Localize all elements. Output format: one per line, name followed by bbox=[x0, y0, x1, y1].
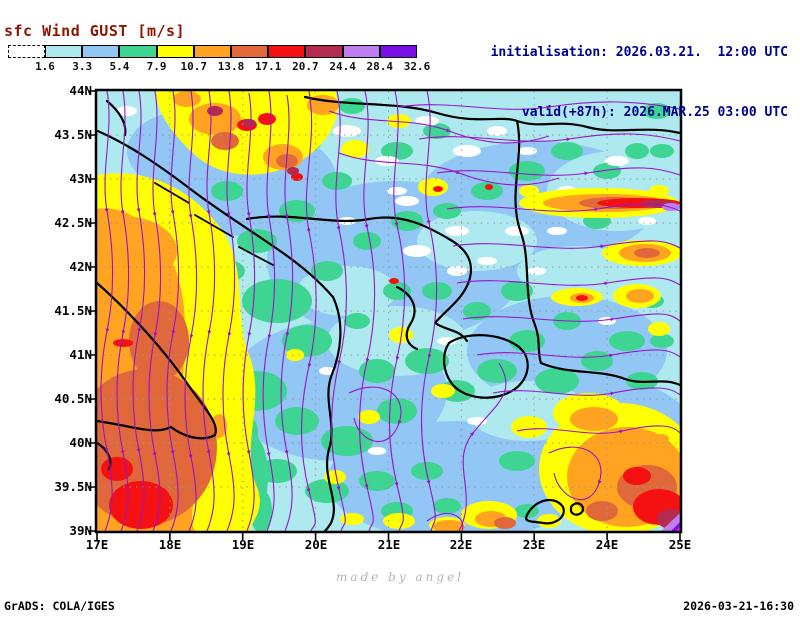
lon-label: 21E bbox=[377, 537, 401, 552]
lon-label: 23E bbox=[522, 537, 546, 552]
lat-label: 41.5N bbox=[54, 303, 92, 318]
valid-time-line: valid(+87h): 2026.MAR.25 03:00 UTC bbox=[521, 105, 788, 120]
legend-tick: 20.7 bbox=[292, 60, 319, 73]
lon-label: 18E bbox=[158, 537, 182, 552]
legend-tick: 3.3 bbox=[72, 60, 93, 73]
lat-label: 41N bbox=[69, 347, 92, 362]
lon-label: 20E bbox=[304, 537, 328, 552]
legend-tick: 32.6 bbox=[403, 60, 431, 73]
legend-tick: 17.1 bbox=[254, 60, 282, 73]
lon-label: 19E bbox=[231, 537, 255, 552]
legend-tick: 28.4 bbox=[366, 60, 394, 73]
legend-tick: 7.9 bbox=[146, 60, 167, 73]
legend-tick: 1.6 bbox=[35, 60, 55, 73]
legend-swatch bbox=[268, 45, 306, 58]
lat-label: 42.5N bbox=[54, 215, 92, 230]
legend-swatch bbox=[231, 45, 269, 58]
lat-label: 39.5N bbox=[54, 479, 92, 494]
lat-label: 43.5N bbox=[54, 127, 92, 142]
lat-label: 39N bbox=[69, 523, 92, 538]
lat-label: 44N bbox=[69, 83, 92, 98]
legend-tick: 24.4 bbox=[329, 60, 356, 73]
lat-label: 40N bbox=[69, 435, 92, 450]
legend-swatch bbox=[379, 45, 417, 58]
legend-swatch bbox=[156, 45, 194, 58]
legend-tick: 10.7 bbox=[180, 60, 208, 73]
color-scale-legend bbox=[8, 45, 460, 58]
lon-label: 25E bbox=[668, 537, 692, 552]
credit-text: made by angel bbox=[336, 570, 464, 584]
init-time-line: initialisation: 2026.03.21. 12:00 UTC bbox=[490, 45, 788, 60]
legend-below-min-swatch bbox=[8, 45, 45, 58]
legend-swatch bbox=[342, 45, 380, 58]
creation-timestamp: 2026-03-21-16:30 bbox=[683, 599, 794, 613]
legend-tick: 5.4 bbox=[109, 60, 130, 73]
legend-swatch bbox=[305, 45, 343, 58]
lat-label: 40.5N bbox=[54, 391, 92, 406]
plot-title: sfc Wind GUST [m/s] bbox=[4, 22, 186, 40]
legend-tick: 13.8 bbox=[217, 60, 245, 73]
lon-label: 17E bbox=[85, 537, 109, 552]
lon-label: 24E bbox=[595, 537, 619, 552]
legend-swatch bbox=[119, 45, 157, 58]
grads-attribution: GrADS: COLA/IGES bbox=[4, 599, 115, 613]
lat-label: 42N bbox=[69, 259, 92, 274]
legend-swatch bbox=[45, 45, 83, 58]
lon-label: 22E bbox=[449, 537, 473, 552]
axis-ticks bbox=[89, 90, 681, 540]
lat-label: 43N bbox=[69, 171, 92, 186]
legend-swatch bbox=[82, 45, 120, 58]
wind-streamlines bbox=[100, 91, 680, 531]
legend-swatch bbox=[193, 45, 231, 58]
run-info: initialisation: 2026.03.21. 12:00 UTC va… bbox=[491, 3, 788, 143]
